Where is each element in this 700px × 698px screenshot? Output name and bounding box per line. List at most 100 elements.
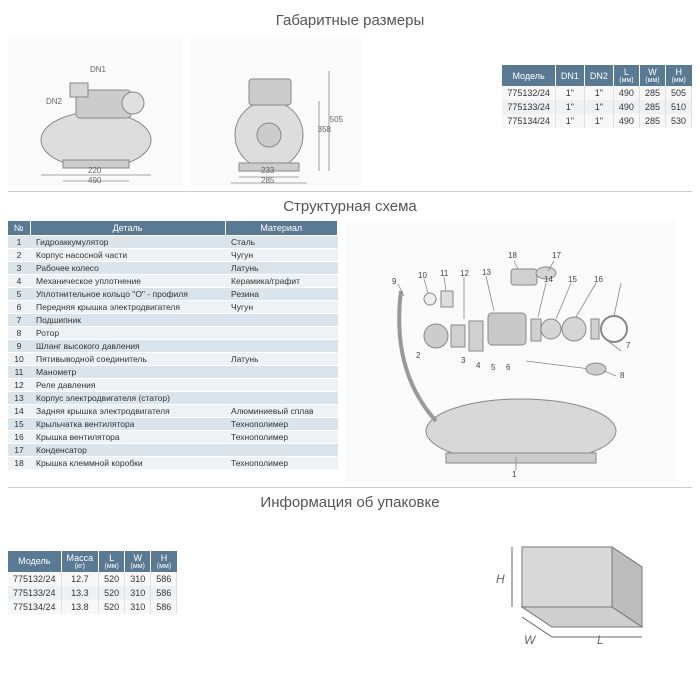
packaging-heading: Информация об упаковке bbox=[8, 494, 692, 511]
callout-11: 11 bbox=[440, 269, 448, 278]
cell-detail: Ротор bbox=[30, 327, 225, 340]
col-material: Материал bbox=[225, 221, 337, 236]
pkg-l: L bbox=[597, 633, 604, 647]
cell-material: Технополимер bbox=[225, 457, 337, 470]
cell-detail: Задняя крышка электродвигателя bbox=[30, 405, 225, 418]
callout-6: 6 bbox=[506, 363, 510, 372]
cell-material bbox=[225, 366, 337, 379]
packaging-table: Модель Масса(кг) L(мм) W(мм) H(мм) 77513… bbox=[8, 551, 177, 614]
cell-num: 2 bbox=[8, 249, 30, 262]
cell-h: 530 bbox=[665, 114, 691, 128]
cell-model: 775133/24 bbox=[8, 586, 61, 600]
packaging-box-diagram: H W L bbox=[482, 517, 662, 647]
table-row: 16Крышка вентилятораТехнополимер bbox=[8, 431, 338, 444]
cell-model: 775134/24 bbox=[502, 114, 555, 128]
dim-220: 220 bbox=[88, 166, 101, 175]
cell-dn2: 1" bbox=[584, 86, 613, 100]
cell-material bbox=[225, 314, 337, 327]
table-row: 10Пятивыводной соединительЛатунь bbox=[8, 353, 338, 366]
cell-l: 520 bbox=[99, 600, 125, 614]
table-row: 775134/2413.8520310586 bbox=[8, 600, 177, 614]
cell-model: 775132/24 bbox=[8, 572, 61, 586]
cell-num: 9 bbox=[8, 340, 30, 353]
callout-18: 18 bbox=[508, 251, 517, 260]
pcol-l: L(мм) bbox=[99, 551, 125, 572]
cell-detail: Подшипник bbox=[30, 314, 225, 327]
cell-w: 285 bbox=[639, 86, 665, 100]
cell-w: 285 bbox=[639, 100, 665, 114]
col-l: L(мм) bbox=[613, 65, 639, 86]
col-model: Модель bbox=[502, 65, 555, 86]
cell-num: 12 bbox=[8, 379, 30, 392]
table-row: 7Подшипник bbox=[8, 314, 338, 327]
col-dn2: DN2 bbox=[584, 65, 613, 86]
dim-490: 490 bbox=[88, 176, 101, 185]
callout-7: 7 bbox=[626, 341, 630, 350]
callout-9: 9 bbox=[392, 277, 396, 286]
cell-material: Технополимер bbox=[225, 418, 337, 431]
table-row: 775132/2412.7520310586 bbox=[8, 572, 177, 586]
pcol-w: W(мм) bbox=[125, 551, 151, 572]
cell-detail: Реле давления bbox=[30, 379, 225, 392]
dim-505: 505 bbox=[330, 115, 343, 124]
table-row: 3Рабочее колесоЛатунь bbox=[8, 262, 338, 275]
table-row: 13Корпус электродвигателя (статор) bbox=[8, 392, 338, 405]
dim-dn2: DN2 bbox=[46, 97, 62, 106]
table-row: 775133/241"1"490285510 bbox=[502, 100, 691, 114]
table-row: 6Передняя крышка электродвигателяЧугун bbox=[8, 301, 338, 314]
cell-mass: 13.3 bbox=[61, 586, 99, 600]
exploded-view: 9 10 11 12 13 18 17 14 15 16 7 8 1 2 3 4… bbox=[346, 221, 676, 481]
callout-16: 16 bbox=[594, 275, 603, 284]
cell-mass: 12.7 bbox=[61, 572, 99, 586]
cell-l: 490 bbox=[613, 100, 639, 114]
col-w: W(мм) bbox=[639, 65, 665, 86]
cell-w: 285 bbox=[639, 114, 665, 128]
callout-13: 13 bbox=[482, 268, 491, 277]
cell-w: 310 bbox=[125, 572, 151, 586]
table-row: 11Манометр bbox=[8, 366, 338, 379]
table-row: 15Крыльчатка вентилятораТехнополимер bbox=[8, 418, 338, 431]
cell-num: 7 bbox=[8, 314, 30, 327]
pkg-h: H bbox=[496, 572, 505, 586]
table-row: 775134/241"1"490285530 bbox=[502, 114, 691, 128]
cell-dn1: 1" bbox=[555, 114, 584, 128]
cell-material bbox=[225, 340, 337, 353]
cell-detail: Гидроаккумулятор bbox=[30, 236, 225, 249]
parts-table: № Деталь Материал 1ГидроаккумуляторСталь… bbox=[8, 221, 338, 469]
cell-h: 586 bbox=[151, 572, 177, 586]
table-row: 18Крышка клеммной коробкиТехнополимер bbox=[8, 457, 338, 470]
table-row: 775132/241"1"490285505 bbox=[502, 86, 691, 100]
cell-num: 17 bbox=[8, 444, 30, 457]
callout-3: 3 bbox=[461, 356, 465, 365]
col-detail: Деталь bbox=[30, 221, 225, 236]
cell-num: 6 bbox=[8, 301, 30, 314]
cell-detail: Пятивыводной соединитель bbox=[30, 353, 225, 366]
cell-model: 775134/24 bbox=[8, 600, 61, 614]
table-row: 1ГидроаккумуляторСталь bbox=[8, 236, 338, 249]
cell-detail: Крышка вентилятора bbox=[30, 431, 225, 444]
cell-l: 490 bbox=[613, 114, 639, 128]
col-num: № bbox=[8, 221, 30, 236]
cell-detail: Крышка клеммной коробки bbox=[30, 457, 225, 470]
dim-dn1: DN1 bbox=[90, 65, 106, 74]
cell-l: 490 bbox=[613, 86, 639, 100]
cell-detail: Манометр bbox=[30, 366, 225, 379]
cell-num: 18 bbox=[8, 457, 30, 470]
cell-num: 8 bbox=[8, 327, 30, 340]
cell-mass: 13.8 bbox=[61, 600, 99, 614]
cell-num: 1 bbox=[8, 236, 30, 249]
cell-num: 3 bbox=[8, 262, 30, 275]
table-row: 9Шланг высокого давления bbox=[8, 340, 338, 353]
dimension-drawing-front: 233 285 358 505 bbox=[191, 35, 361, 185]
cell-detail: Уплотнительное кольцо "O" - профиля bbox=[30, 288, 225, 301]
cell-model: 775133/24 bbox=[502, 100, 555, 114]
cell-material bbox=[225, 327, 337, 340]
callout-4: 4 bbox=[476, 361, 480, 370]
pcol-mass: Масса(кг) bbox=[61, 551, 99, 572]
cell-num: 11 bbox=[8, 366, 30, 379]
cell-detail: Корпус электродвигателя (статор) bbox=[30, 392, 225, 405]
cell-material: Технополимер bbox=[225, 431, 337, 444]
cell-w: 310 bbox=[125, 586, 151, 600]
callout-12: 12 bbox=[460, 269, 469, 278]
table-row: 14Задняя крышка электродвигателяАлюминие… bbox=[8, 405, 338, 418]
